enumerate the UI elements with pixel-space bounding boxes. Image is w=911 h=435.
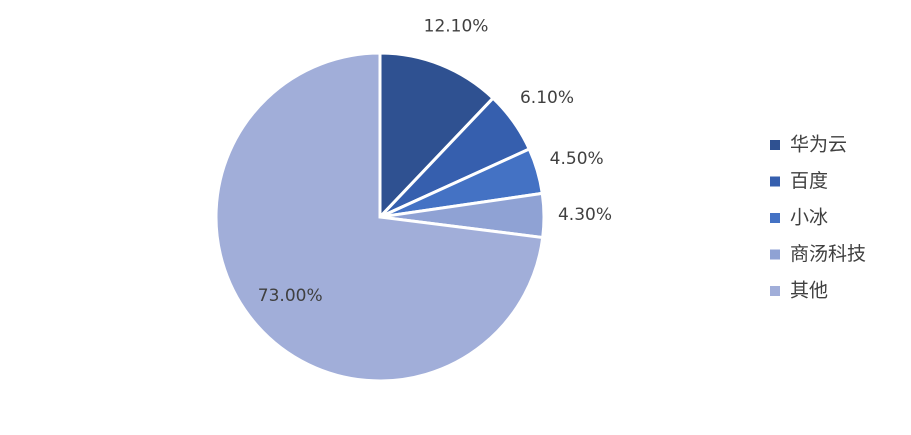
pie-slice — [214, 51, 545, 383]
value-label: 4.30% — [558, 205, 612, 225]
legend-marker — [770, 286, 780, 296]
legend-marker — [770, 176, 780, 187]
legend-marker — [770, 213, 780, 223]
legend-marker — [770, 140, 780, 150]
legend-label: 华为云 — [790, 134, 847, 156]
pie-slice — [378, 51, 496, 221]
legend-label: 小冰 — [790, 207, 828, 229]
value-label: 6.10% — [520, 88, 574, 108]
legend-label: 其他 — [790, 280, 828, 302]
legend-label: 商汤科技 — [790, 243, 866, 265]
value-label: 4.50% — [550, 149, 604, 169]
legend-marker — [770, 249, 780, 260]
value-label: 12.10% — [424, 17, 489, 37]
legend-label: 百度 — [790, 170, 828, 192]
value-label: 73.00% — [258, 286, 323, 306]
